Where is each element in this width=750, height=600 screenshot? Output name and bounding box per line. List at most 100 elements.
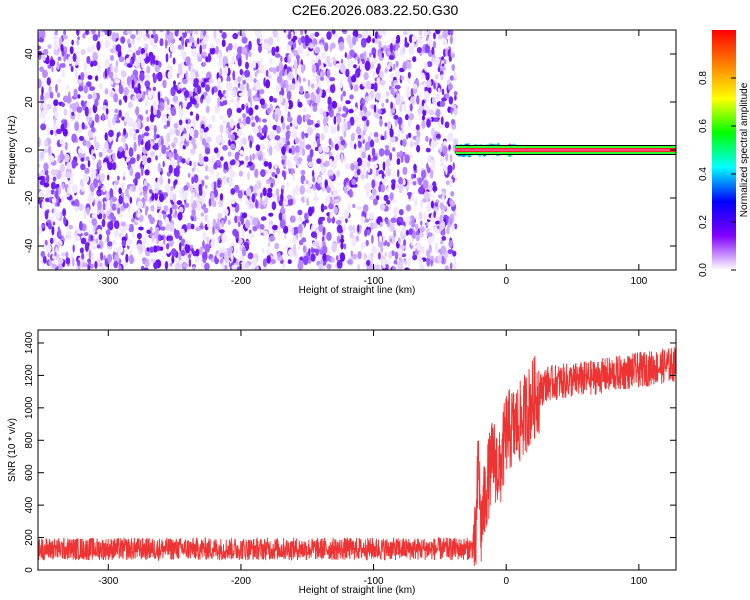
spectrogram-speckle: [371, 245, 378, 255]
spectrogram-speckle: [169, 207, 173, 215]
spectrogram-speckle: [44, 138, 48, 148]
spectrogram-speckle: [371, 234, 374, 244]
spectrogram-speckle: [346, 34, 352, 45]
spectrogram-speckle: [187, 253, 191, 259]
spectrogram-speckle: [230, 242, 236, 247]
spectrogram-speckle: [356, 168, 361, 176]
spectrogram-speckle: [43, 48, 49, 56]
spectrogram-speckle: [368, 94, 371, 102]
spectrogram-speckle: [268, 161, 272, 170]
spectrogram-speckle: [289, 122, 293, 127]
spectrogram-speckle: [398, 176, 403, 185]
spectrogram-speckle: [176, 200, 183, 206]
spectrogram-speckle: [289, 215, 296, 223]
spectrogram-speckle: [113, 73, 118, 80]
spectrogram-speckle: [44, 239, 48, 246]
spectrogram-speckle: [434, 242, 439, 252]
spectrogram-speckle: [331, 100, 338, 109]
spectrogram-speckle: [427, 155, 431, 163]
spectrogram-speckle: [297, 244, 301, 251]
spectrogram-speckle: [47, 44, 52, 49]
spectrogram-speckle: [123, 142, 126, 152]
spectrogram-speckle: [336, 170, 341, 178]
spectrogram-speckle: [338, 41, 345, 51]
spectrogram-speckle: [282, 72, 285, 77]
spectrogram-speckle: [427, 232, 433, 237]
spectrogram-speckle: [306, 126, 313, 136]
spectrogram-speckle: [61, 183, 65, 190]
spectrogram-speckle: [204, 262, 210, 270]
spectrogram-speckle: [256, 188, 260, 194]
spectrogram-speckle: [449, 35, 453, 45]
spectrogram-speckle: [154, 191, 158, 201]
spectrogram-speckle: [180, 228, 185, 236]
spectrogram-speckle: [118, 187, 123, 195]
spectrogram-speckle: [306, 119, 312, 126]
spectrogram-speckle: [158, 193, 165, 203]
spectrogram-speckle: [222, 90, 226, 95]
spectrogram-speckle: [184, 243, 191, 254]
spectrogram-speckle: [80, 72, 85, 81]
spectrogram-speckle: [300, 169, 306, 176]
colorbar-tick-label: 0.8: [698, 71, 709, 85]
spectrogram-speckle: [249, 154, 252, 164]
spectrogram-speckle: [364, 60, 371, 71]
spectrogram-speckle: [320, 76, 324, 81]
spectrogram-speckle: [110, 55, 114, 61]
spectrogram-speckle: [173, 80, 176, 86]
spectrogram-speckle: [398, 209, 404, 216]
spectrogram-speckle: [177, 66, 183, 76]
spectrogram-speckle: [103, 255, 106, 261]
spectrogram-speckle: [46, 104, 52, 110]
spectrogram-speckle: [108, 220, 114, 231]
spectrogram-speckle: [111, 32, 117, 42]
spectrogram-speckle: [339, 79, 343, 89]
spectrogram-speckle: [169, 192, 172, 197]
spectrogram-speckle: [270, 259, 276, 264]
spectrogram-speckle: [268, 212, 274, 217]
spectrogram-speckle: [381, 171, 385, 180]
spectrogram-speckle: [174, 229, 180, 239]
spectrogram-speckle: [404, 260, 408, 266]
spectrogram-speckle: [106, 148, 113, 154]
spectrogram-speckle: [274, 163, 278, 170]
spectrogram-speckle: [135, 92, 142, 100]
spectrogram-speckle: [169, 265, 172, 270]
spectrogram-speckle: [152, 54, 156, 65]
spectrogram-speckle: [150, 204, 155, 212]
spectrogram-speckle: [241, 228, 245, 238]
spectrogram-speckle: [413, 173, 417, 179]
spectrogram-speckle: [77, 153, 83, 158]
spectrogram-speckle: [390, 217, 397, 223]
spectrogram-speckle: [41, 109, 46, 120]
spectrogram-speckle: [346, 54, 351, 60]
spectrogram-speckle: [397, 128, 401, 139]
spectrogram-speckle: [166, 243, 170, 250]
spectrogram-speckle: [66, 84, 70, 91]
spectrogram-speckle: [446, 226, 450, 235]
spectrogram-speckle: [42, 54, 46, 62]
spectrogram-speckle: [50, 181, 56, 190]
spectrogram-speckle: [164, 38, 168, 49]
spectrogram-speckle: [210, 240, 215, 248]
spectrogram-speckle: [267, 248, 271, 256]
snr-x-tick-label: -300: [98, 576, 118, 587]
spectrogram-speckle: [208, 78, 214, 84]
spectrogram-speckle: [62, 208, 67, 217]
spectrogram-speckle: [120, 70, 127, 78]
spectrogram-speckle: [65, 171, 72, 179]
spectrogram-speckle: [211, 114, 216, 122]
spectrogram-speckle: [256, 69, 260, 74]
spectrogram-speckle: [152, 245, 158, 253]
spectrogram-speckle: [341, 30, 346, 33]
spectrogram-speckle: [410, 87, 414, 98]
spectrogram-speckle: [172, 57, 176, 65]
spectrogram-speckle: [56, 201, 60, 207]
spectrogram-speckle: [209, 47, 216, 55]
spectrogram-speckle: [152, 43, 157, 50]
spectrogram-speckle: [302, 255, 309, 266]
spectrogram-speckle: [440, 116, 444, 125]
spectrogram-speckle: [406, 134, 409, 140]
spectrogram-speckle: [128, 224, 134, 233]
spectrogram-speckle: [212, 218, 217, 227]
